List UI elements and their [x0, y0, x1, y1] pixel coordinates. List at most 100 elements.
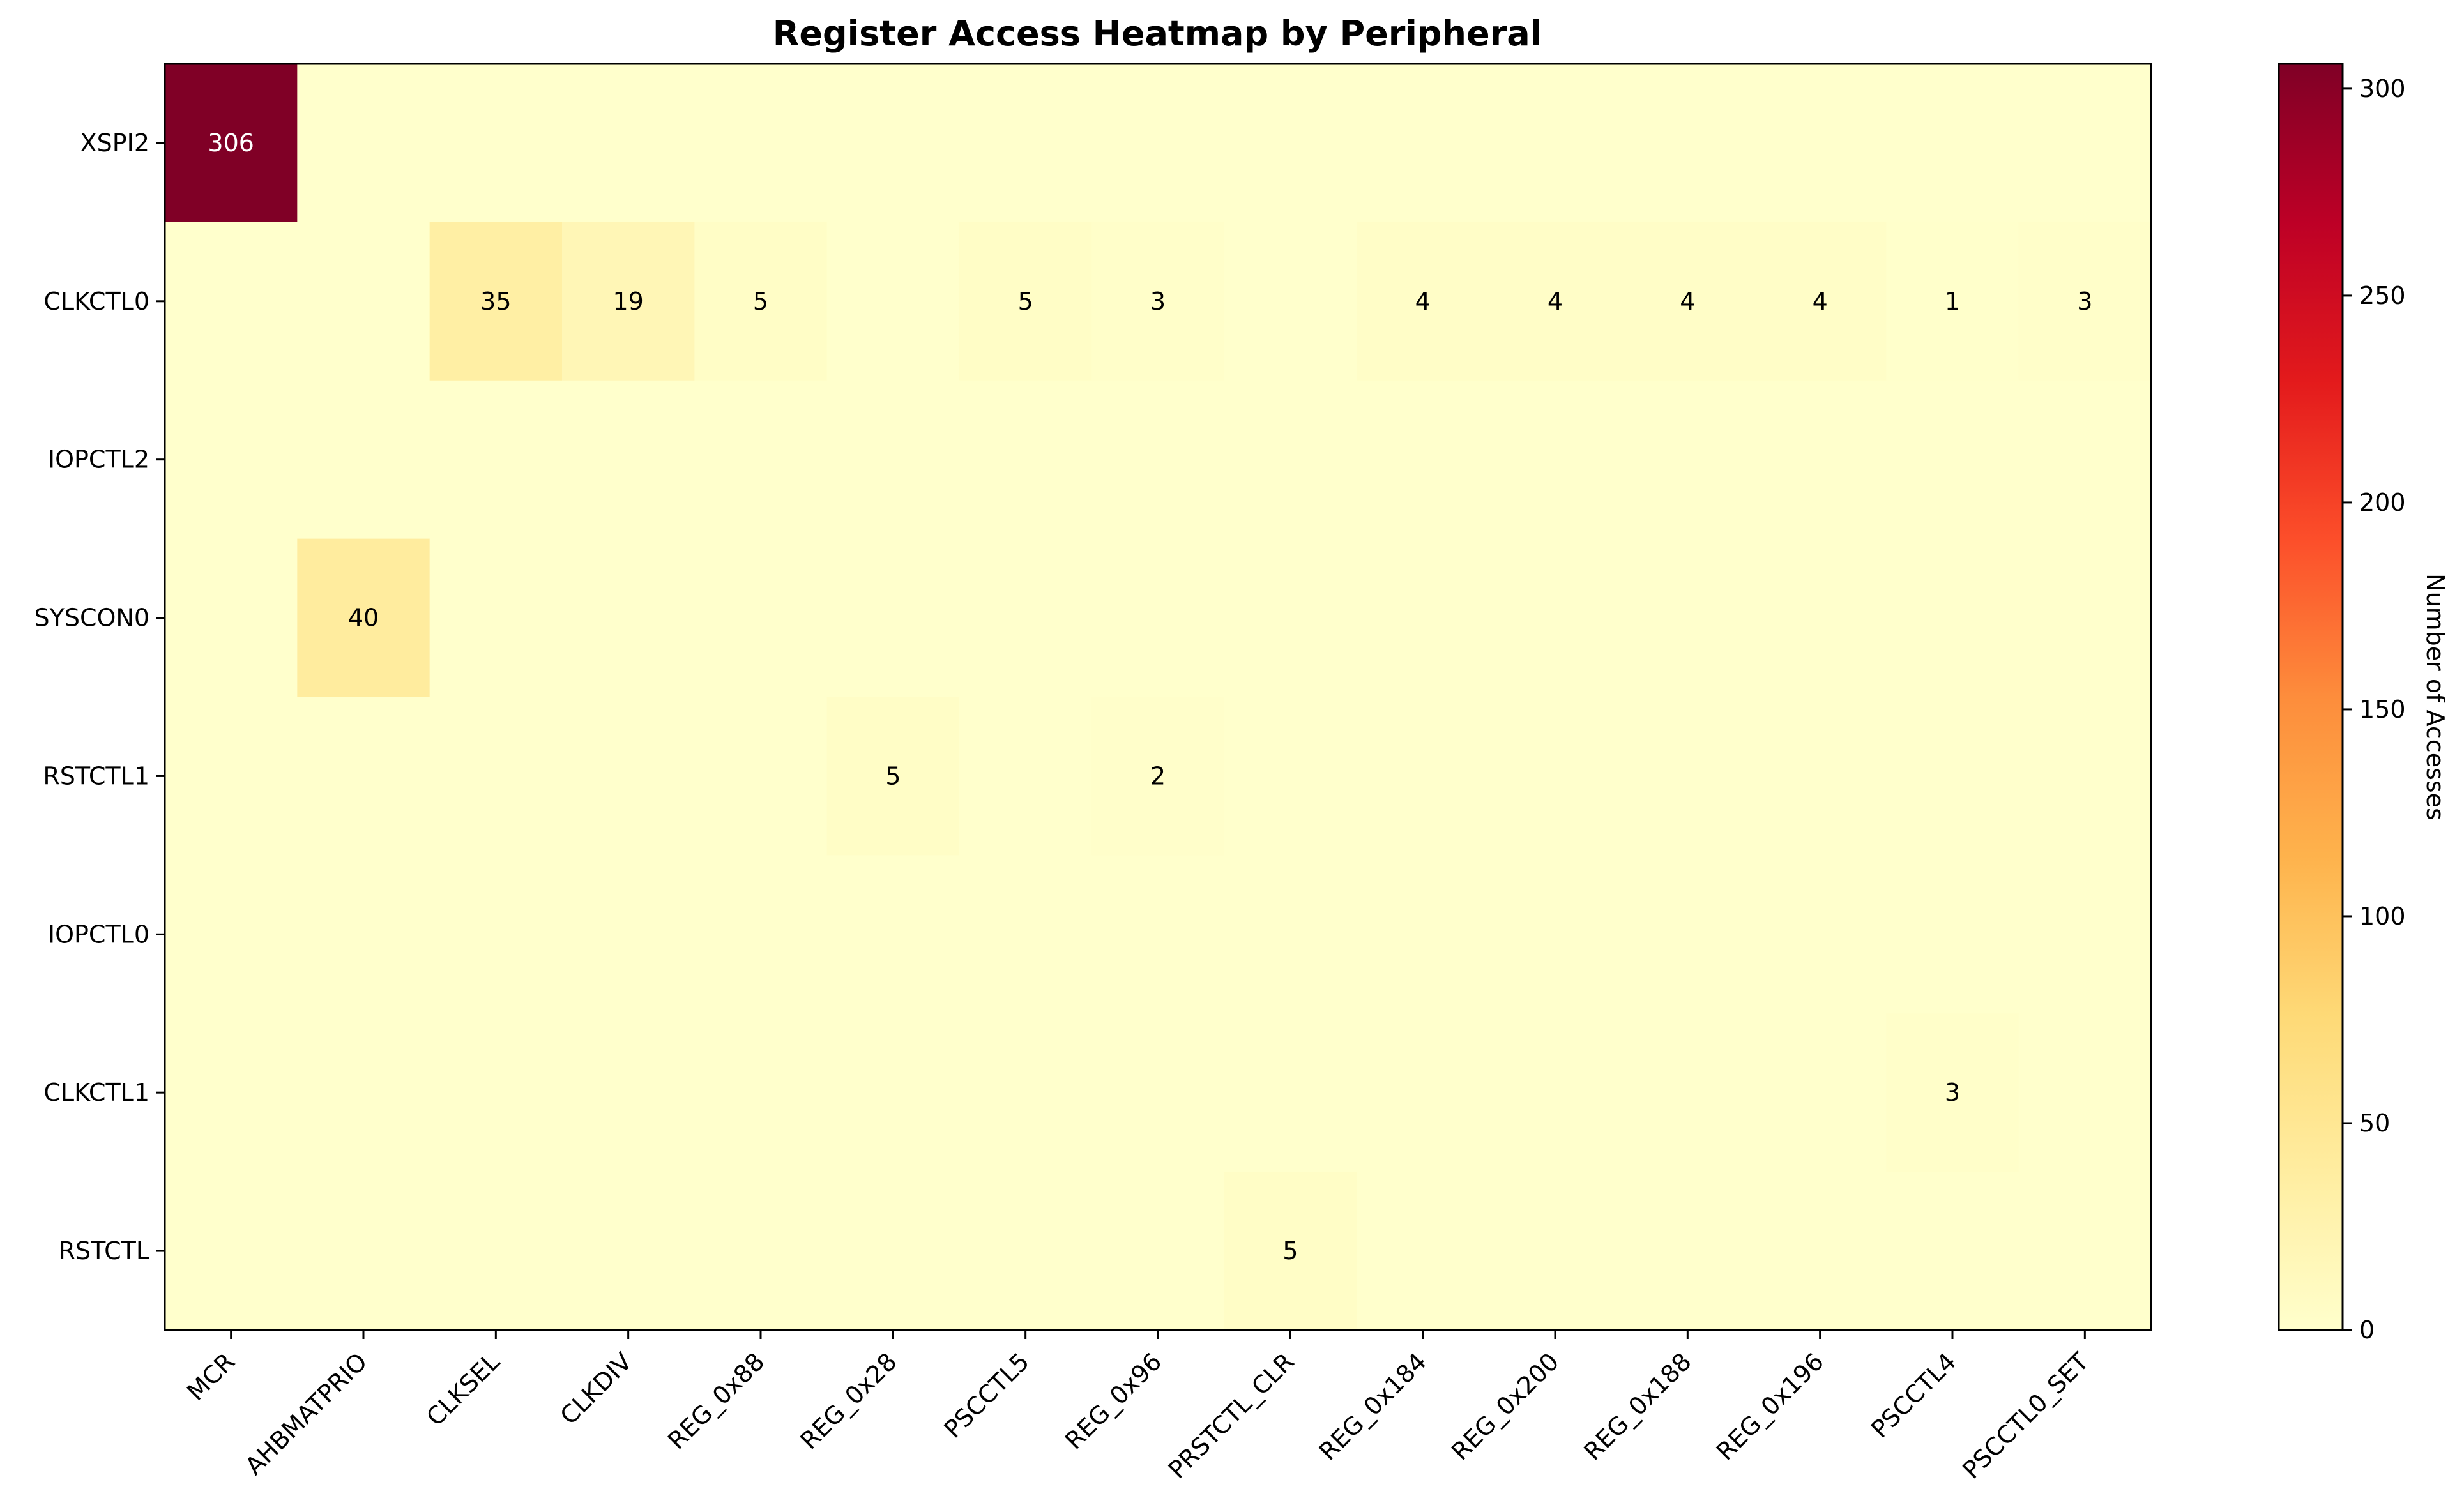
- cell-value-label: 5: [1018, 287, 1033, 315]
- heatmap-cell: [959, 855, 1092, 1014]
- y-tick-label: SYSCON0: [34, 604, 150, 632]
- heatmap-cell: [1091, 855, 1225, 1014]
- y-tick-label: CLKCTL1: [43, 1078, 149, 1107]
- heatmap-cell: [959, 1013, 1092, 1172]
- heatmap-cell: [1621, 855, 1754, 1014]
- heatmap-cell: [1754, 855, 1887, 1014]
- heatmap-cell: [297, 1013, 430, 1172]
- heatmap-cell: [1886, 1013, 2019, 1172]
- heatmap-cell: [562, 538, 695, 698]
- y-tick-label: IOPCTL0: [48, 920, 149, 948]
- heatmap-cell: [1621, 1013, 1754, 1172]
- colorbar-gradient: [2278, 63, 2344, 1331]
- x-tick-label: PSCCTL0_SET: [1957, 1347, 2094, 1485]
- x-tick-label: REG_0x184: [1314, 1347, 1432, 1465]
- heatmap-cell: [694, 1013, 828, 1172]
- heatmap-cell: [1357, 1172, 1489, 1331]
- heatmap-cell: [562, 64, 695, 223]
- x-tick-label: PRSTCTL_CLR: [1163, 1347, 1300, 1484]
- heatmap-cell: [429, 64, 563, 223]
- colorbar-tick-label: 200: [2359, 488, 2406, 517]
- cell-value-label: 4: [1415, 287, 1431, 315]
- heatmap-cell: [165, 1013, 298, 1172]
- cell-value-label: 5: [885, 762, 901, 790]
- heatmap-cell: [562, 697, 695, 856]
- heatmap-cell: [429, 1172, 563, 1331]
- heatmap-cell: [694, 697, 828, 856]
- heatmap-cell: [429, 697, 563, 856]
- heatmap-cell: [1091, 697, 1225, 856]
- heatmap-cell: [165, 64, 298, 223]
- x-tick-label: MCR: [181, 1347, 240, 1406]
- heatmap-cell: [2018, 855, 2152, 1014]
- cell-value-label: 5: [753, 287, 768, 315]
- heatmap-cell: [1754, 1013, 1887, 1172]
- heatmap-cell: [1224, 855, 1357, 1014]
- y-tick-label: CLKCTL0: [43, 287, 149, 315]
- y-axis-ticks: XSPI2 CLKCTL0 IOPCTL2 SYSCON0 RSTCTL1 IOPCTL0…: [34, 129, 165, 1265]
- heatmap-cell: [1886, 222, 2019, 381]
- cell-value-label: 3: [1150, 287, 1166, 315]
- x-tick-label: CLKSEL: [421, 1347, 505, 1431]
- heatmap-cell: [694, 855, 828, 1014]
- x-tick-label: PSCCTL4: [1866, 1347, 1961, 1443]
- heatmap-cell: [1886, 64, 2019, 223]
- heatmap-cell: [1754, 222, 1887, 381]
- heatmap-cell: [1224, 1172, 1357, 1331]
- heatmap-cell: [562, 380, 695, 540]
- heatmap-cell: [1489, 1172, 1622, 1331]
- heatmap-cell: [1091, 380, 1225, 540]
- heatmap-cell: [165, 855, 298, 1014]
- x-tick-label: AHBMATPRIO: [240, 1347, 372, 1480]
- heatmap-cell: [959, 64, 1092, 223]
- heatmap-cell: [1489, 222, 1622, 381]
- heatmap-cell: [694, 1172, 828, 1331]
- cell-value-label: 19: [612, 287, 643, 315]
- heatmap-cell: [297, 222, 430, 381]
- heatmap-cell: [1224, 64, 1357, 223]
- heatmap-cell: [1224, 380, 1357, 540]
- colorbar-tick-label: 100: [2359, 902, 2406, 930]
- heatmap-cell: [1754, 380, 1887, 540]
- x-tick-label: REG_0x196: [1711, 1347, 1829, 1465]
- heatmap-cell: [1621, 222, 1754, 381]
- heatmap-cell: [165, 380, 298, 540]
- heatmap-cell: [562, 222, 695, 381]
- heatmap-cell: [1754, 1172, 1887, 1331]
- x-tick-label: REG_0x28: [795, 1347, 902, 1455]
- heatmap-cell: [959, 222, 1092, 381]
- heatmap-cell: [165, 1172, 298, 1331]
- heatmap-cell: [826, 855, 960, 1014]
- heatmap-cell: [429, 380, 563, 540]
- cell-value-label: 2: [1150, 762, 1166, 790]
- heatmap-cell: [1357, 222, 1489, 381]
- heatmap-cell: [959, 380, 1092, 540]
- heatmap-cell: [826, 222, 960, 381]
- heatmap-cell: [694, 538, 828, 698]
- heatmap-cell: [1754, 64, 1887, 223]
- heatmap-cell: [826, 697, 960, 856]
- cell-value-label: 35: [480, 287, 511, 315]
- heatmap-cell: [165, 222, 298, 381]
- heatmap-cell: [1621, 1172, 1754, 1331]
- x-tick-label: REG_0x188: [1578, 1347, 1696, 1465]
- heatmap-cell: [1886, 855, 2019, 1014]
- heatmap-cell: [1489, 855, 1622, 1014]
- heatmap-cell: [1886, 697, 2019, 856]
- cell-value-label: 5: [1282, 1237, 1298, 1265]
- heatmap-cell: [1357, 380, 1489, 540]
- x-tick-label: CLKDIV: [555, 1347, 637, 1430]
- cell-value-label: 306: [208, 129, 254, 157]
- heatmap-cell: [297, 64, 430, 223]
- cell-value-label: 40: [348, 604, 379, 632]
- heatmap-cell: [2018, 64, 2152, 223]
- heatmap-cell: [1489, 538, 1622, 698]
- heatmap-cell: [297, 538, 430, 698]
- heatmap-cell: [297, 1172, 430, 1331]
- heatmap-cell: [1224, 697, 1357, 856]
- heatmap-cell: [694, 222, 828, 381]
- heatmap-cell: [1489, 380, 1622, 540]
- heatmap-cell: [959, 538, 1092, 698]
- heatmap-cell: [1091, 1013, 1225, 1172]
